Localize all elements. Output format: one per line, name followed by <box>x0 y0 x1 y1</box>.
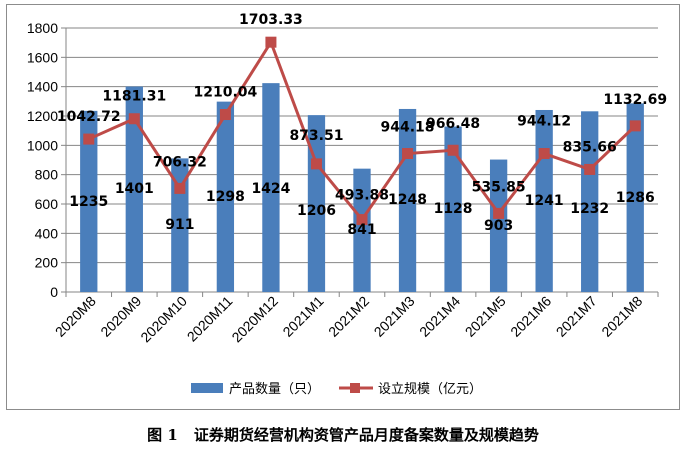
x-tick-label: 2021M2 <box>325 293 372 340</box>
bar-data-label: 841 <box>347 222 376 238</box>
bar <box>626 103 644 293</box>
figure-caption: 图 1 证券期货经营机构资管产品月度备案数量及规模趋势 <box>0 424 686 445</box>
line-point <box>538 148 550 160</box>
x-tick-label: 2020M11 <box>184 293 236 345</box>
legend-label-line: 设立规模（亿元） <box>378 382 482 397</box>
line-data-label: 944.12 <box>517 114 571 130</box>
bar-data-label: 1232 <box>570 201 609 217</box>
y-tick-label: 800 <box>35 167 59 183</box>
line-point <box>629 120 641 132</box>
bar <box>444 126 462 292</box>
line-series <box>83 36 641 226</box>
bar-data-label: 1241 <box>525 193 564 209</box>
line-data-label: 1132.69 <box>603 92 667 108</box>
x-tick-label: 2021M8 <box>598 293 645 340</box>
line-data-label: 706.32 <box>153 154 207 170</box>
bar-data-label: 1128 <box>434 201 473 217</box>
line-point <box>174 182 186 194</box>
line-data-label: 1181.31 <box>102 89 166 105</box>
line-data-label: 493.88 <box>335 188 389 204</box>
line-data-label: 944.18 <box>381 120 435 136</box>
y-tick-label: 200 <box>35 255 59 271</box>
bar <box>216 101 235 292</box>
x-axis: 2020M82020M92020M102020M112020M122021M12… <box>52 292 659 346</box>
x-tick-label: 2021M6 <box>507 293 554 340</box>
line-point <box>356 214 368 226</box>
chart-svg: 0 200 400 600 800 1000 1200 1400 1600 1800 2020M8… <box>27 12 667 397</box>
bar-data-label: 1401 <box>115 181 154 197</box>
line-data-label: 873.51 <box>289 128 343 144</box>
line-point <box>219 109 231 121</box>
line-point <box>584 163 596 175</box>
bar-data-label: 911 <box>165 217 194 233</box>
bar-data-label: 903 <box>484 218 513 234</box>
x-tick-label: 2020M8 <box>52 293 99 340</box>
line-point <box>310 158 322 170</box>
line-point <box>265 36 277 48</box>
y-tick-label: 0 <box>50 284 58 300</box>
x-tick-label: 2021M5 <box>462 293 509 340</box>
bar <box>80 110 98 292</box>
figure-number: 图 1 <box>147 426 178 444</box>
legend-marker <box>350 383 360 393</box>
bar-data-label: 1298 <box>206 189 245 205</box>
x-tick-label: 2021M1 <box>279 293 326 340</box>
chart-frame <box>6 4 680 410</box>
x-tick-label: 2021M3 <box>371 293 418 340</box>
bar <box>581 111 599 292</box>
line-point <box>493 207 505 219</box>
y-tick-label: 1000 <box>27 137 58 153</box>
legend: 产品数量（只） 设立规模（亿元） <box>191 382 482 397</box>
bar-data-label: 1424 <box>251 181 290 197</box>
x-tick-label: 2020M10 <box>137 293 190 346</box>
line-data-label: 835.66 <box>563 139 617 155</box>
line-data-label: 535.85 <box>472 179 526 195</box>
data-labels: 1042.72 1181.31 706.32 1210.04 1703.33 873.51… <box>57 12 667 238</box>
bar-data-label: 1248 <box>388 192 427 208</box>
y-tick-label: 1200 <box>27 108 58 124</box>
x-tick-label: 2021M7 <box>553 293 600 340</box>
y-tick-label: 1400 <box>27 79 58 95</box>
line-data-label: 1210.04 <box>194 85 258 101</box>
line-data-label: 1042.72 <box>57 109 121 125</box>
bar <box>125 86 143 293</box>
bar-data-label: 1235 <box>69 194 108 210</box>
bar-data-label: 1286 <box>616 190 655 206</box>
line-point <box>402 148 414 160</box>
line-data-label: 966.48 <box>426 116 480 132</box>
line-point <box>447 144 459 156</box>
bar <box>489 159 508 292</box>
y-tick-label: 600 <box>35 196 59 212</box>
line-point <box>83 133 95 145</box>
figure-title: 证券期货经营机构资管产品月度备案数量及规模趋势 <box>193 426 539 444</box>
x-tick-label: 2020M12 <box>228 293 281 346</box>
x-tick-label: 2021M4 <box>416 293 463 340</box>
bar-data-label: 1206 <box>297 203 336 219</box>
y-tick-label: 1600 <box>27 49 58 65</box>
legend-label-bar: 产品数量（只） <box>229 382 320 397</box>
y-tick-label: 1800 <box>27 20 58 36</box>
legend-swatch-bar <box>191 383 223 393</box>
y-tick-label: 400 <box>35 225 59 241</box>
line-point <box>128 113 140 125</box>
bar <box>262 83 280 292</box>
bar <box>353 168 371 292</box>
line-data-label: 1703.33 <box>239 12 303 28</box>
